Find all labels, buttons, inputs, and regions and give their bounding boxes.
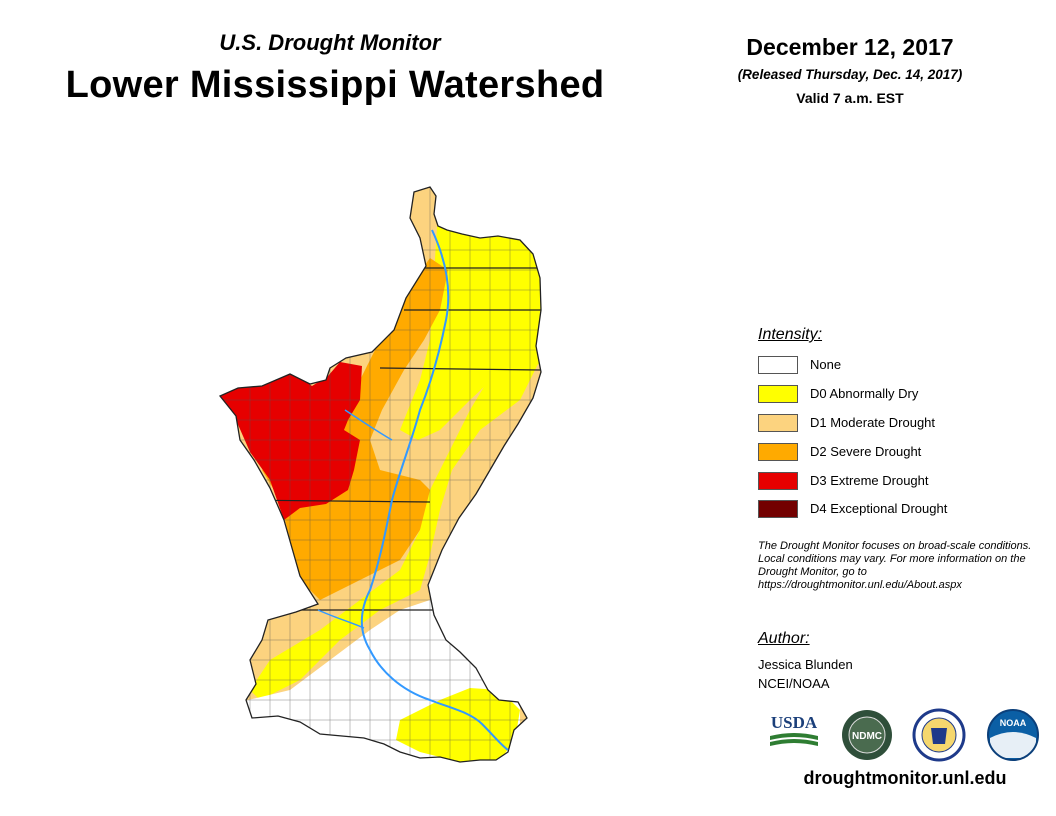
website-url[interactable]: droughtmonitor.unl.edu xyxy=(803,768,1007,788)
legend-label: D0 Abnormally Dry xyxy=(810,386,919,401)
legend-swatch xyxy=(758,414,798,432)
release-note: (Released Thursday, Dec. 14, 2017) xyxy=(737,67,963,82)
author-org: NCEI/NOAA xyxy=(758,676,830,691)
ndmc-logo: NDMC xyxy=(842,710,892,760)
map-title: Lower Mississippi Watershed xyxy=(65,64,605,106)
valid-time: Valid 7 a.m. EST xyxy=(796,90,904,106)
legend-swatch xyxy=(758,385,798,403)
map-date: December 12, 2017 xyxy=(746,34,954,60)
legend-swatch xyxy=(758,500,798,518)
ndmc-logo-text: NDMC xyxy=(852,731,882,742)
noaa-logo: NOAA xyxy=(987,709,1039,761)
author-name: Jessica Blunden xyxy=(758,657,853,672)
legend-label: D3 Extreme Drought xyxy=(810,473,929,488)
legend-label: None xyxy=(810,357,842,372)
mississippi-river xyxy=(360,229,509,751)
legend-label: D4 Exceptional Drought xyxy=(810,501,948,516)
map-subtitle: U.S. Drought Monitor xyxy=(219,30,441,55)
legend-swatch xyxy=(758,356,798,374)
legend-title: Intensity: xyxy=(758,326,823,343)
commerce-seal-logo xyxy=(912,708,966,762)
usda-logo: USDA xyxy=(770,713,818,746)
noaa-logo-text: NOAA xyxy=(1000,718,1027,728)
author-heading: Author: xyxy=(758,630,810,647)
usda-logo-text: USDA xyxy=(771,713,818,732)
legend-label: D1 Moderate Drought xyxy=(810,415,936,430)
legend-label: D2 Severe Drought xyxy=(810,444,922,459)
disclaimer-note: The Drought Monitor focuses on broad-sca… xyxy=(758,540,1032,591)
legend-swatch xyxy=(758,443,798,461)
legend-swatch xyxy=(758,472,798,490)
